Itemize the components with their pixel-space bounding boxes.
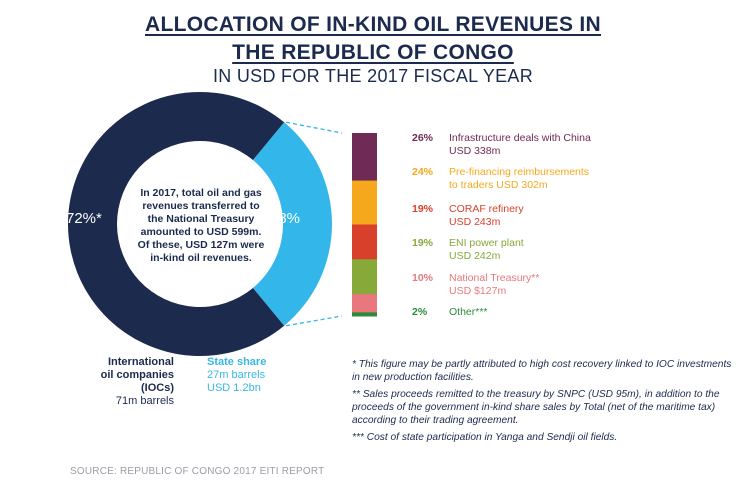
source-note: SOURCE: REPUBLIC OF CONGO 2017 EITI REPO… [70, 466, 325, 477]
legend-state: State share 27m barrels USD 1.2bn [207, 356, 266, 395]
bar-category-label-line: Pre-financing reimbursements [449, 166, 590, 178]
legend-ioc: International oil companies (IOCs) 71m b… [70, 356, 174, 408]
bar-category-label-line: CORAF refinery [449, 203, 524, 215]
bar-segment-5 [352, 294, 377, 313]
bar-pct-label-3: 19% [412, 203, 434, 215]
bar-category-label-line: USD $127m [449, 285, 507, 297]
bar-category-label-line: Other*** [449, 306, 488, 318]
legend-ioc-line1: International [107, 356, 174, 368]
connector-bottom [286, 315, 343, 327]
slice-label-state: 28% [270, 210, 301, 227]
bar-segment-1 [352, 133, 377, 182]
bar-category-label-line: National Treasury** [449, 272, 540, 284]
legend-ioc-line3: 71m barrels [115, 395, 174, 407]
bar-segment-2 [352, 180, 377, 225]
slice-label-ioc: 72%* [66, 210, 102, 227]
bar-pct-label-2: 24% [412, 166, 434, 178]
bar-category-label-line: USD 242m [449, 250, 501, 262]
bar-category-label-4: ENI power plant USD 242m [449, 237, 739, 263]
legend-state-line2: 27m barrels [207, 369, 266, 381]
legend-state-line3: USD 1.2bn [207, 382, 261, 394]
bar-pct-label-4: 19% [412, 237, 434, 249]
bar-category-label-line: USD 338m [449, 145, 501, 157]
legend-ioc-line2: oil companies (IOCs) [100, 369, 174, 394]
bar-category-label-line: ENI power plant [449, 237, 524, 249]
bar-pct-label-5: 10% [412, 272, 434, 284]
donut-center-text: In 2017, total oil and gas revenues tran… [137, 187, 265, 264]
bar-category-label-3: CORAF refinery USD 243m [449, 203, 739, 229]
bar-category-label-line: Infrastructure deals with China [449, 132, 591, 144]
bar-category-label-1: Infrastructure deals with China USD 338m [449, 132, 739, 158]
footnotes: * This figure may be partly attributed t… [352, 358, 732, 448]
bar-category-label-5: National Treasury** USD $127m [449, 272, 739, 298]
footnote-2: ** Sales proceeds remitted to the treasu… [352, 389, 720, 426]
donut-slice-ioc [67, 91, 285, 356]
footnote-3: *** Cost of state participation in Yanga… [352, 432, 618, 443]
chart-title-line1: ALLOCATION OF IN-KIND OIL REVENUES IN [145, 13, 601, 36]
bar-category-label-2: Pre-financing reimbursements to traders U… [449, 166, 739, 192]
bar-pct-label-1: 26% [412, 132, 434, 144]
donut-slice-state-share [252, 122, 332, 326]
bar-segment-6 [352, 312, 377, 317]
bar-category-label-line: to traders USD 302m [449, 179, 548, 191]
chart-subtitle: IN USD FOR THE 2017 FISCAL YEAR [212, 66, 534, 86]
footnote-1: * This figure may be partly attributed t… [352, 359, 732, 383]
bar-category-label-line: USD 243m [449, 216, 501, 228]
connector-top [286, 121, 343, 134]
bar-pct-label-6: 2% [412, 306, 428, 318]
chart-title-line2: THE REPUBLIC OF CONGO [232, 41, 514, 64]
bar-segment-4 [352, 259, 377, 295]
legend-state-line1: State share [207, 356, 267, 368]
bar-segment-3 [352, 224, 377, 260]
bar-category-label-6: Other*** [449, 306, 739, 319]
